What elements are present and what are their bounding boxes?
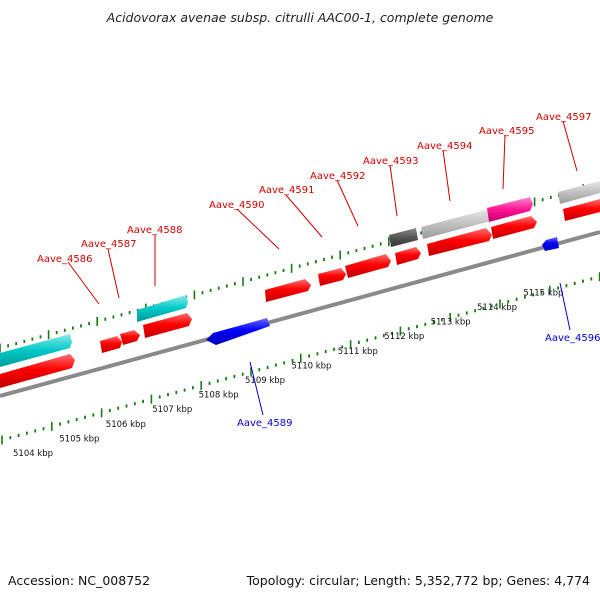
kbp-label: 5106 kbp	[106, 420, 146, 430]
kbp-label: 5109 kbp	[245, 376, 285, 386]
kbp-label: 5107 kbp	[152, 405, 192, 415]
gene-label-aave-4595[interactable]: Aave_4595	[479, 126, 535, 137]
gene-feature-4592[interactable]	[345, 254, 391, 278]
gene-label-aave-4596[interactable]: Aave_4596	[545, 333, 600, 344]
accession-text: Accession: NC_008752	[8, 573, 150, 588]
genome-backbone-line	[0, 230, 600, 398]
gene-label-leaders	[67, 120, 578, 416]
gene-label-aave-4586[interactable]: Aave_4586	[37, 254, 93, 265]
gene-label-aave-4589[interactable]: Aave_4589	[237, 418, 293, 429]
gene-feature-4595[interactable]	[491, 216, 537, 239]
feature-light-gray-4594[interactable]	[421, 209, 491, 239]
gene-feature-4587[interactable]	[120, 330, 140, 345]
gene-feature-4589[interactable]	[206, 318, 270, 345]
gene-feature-4596[interactable]	[542, 237, 559, 251]
gene-feature-4591[interactable]	[318, 268, 346, 286]
kbp-label: 5112 kbp	[384, 332, 424, 342]
feature-dark-gray-4593[interactable]	[389, 228, 418, 247]
rna-feature-cyan-left[interactable]	[0, 334, 72, 367]
gene-label-aave-4592[interactable]: Aave_4592	[310, 171, 366, 182]
kbp-label: 5104 kbp	[13, 449, 53, 459]
topology-text: Topology: circular; Length: 5,352,772 bp…	[246, 573, 590, 588]
gene-labels: Aave_4586 Aave_4587 Aave_4588 Aave_4590 …	[37, 112, 600, 429]
kbp-label: 5111 kbp	[338, 347, 378, 357]
gene-label-aave-4593[interactable]: Aave_4593	[363, 156, 419, 167]
gene-features	[0, 181, 600, 388]
gene-feature-4586[interactable]	[100, 336, 122, 353]
kbp-label: 5114 kbp	[477, 303, 517, 313]
kbp-label: 5113 kbp	[431, 318, 471, 328]
kbp-label: 5105 kbp	[59, 434, 99, 444]
gene-feature-left-red[interactable]	[0, 354, 75, 388]
rna-feature-cyan-4588[interactable]	[137, 295, 188, 322]
gene-feature-4590[interactable]	[265, 279, 311, 302]
kbp-label: 5115 kbp	[523, 288, 563, 298]
gene-label-aave-4587[interactable]: Aave_4587	[81, 239, 137, 250]
gene-feature-4597[interactable]	[563, 199, 600, 221]
gene-feature-4588[interactable]	[143, 313, 192, 338]
feature-light-gray-4597[interactable]	[558, 181, 600, 204]
gene-feature-4593[interactable]	[395, 247, 421, 265]
gene-label-aave-4590[interactable]: Aave_4590	[209, 200, 265, 211]
kbp-label: 5110 kbp	[291, 361, 331, 371]
gene-label-aave-4591[interactable]: Aave_4591	[259, 185, 315, 196]
feature-magenta-4595[interactable]	[487, 197, 533, 222]
gene-label-aave-4588[interactable]: Aave_4588	[127, 225, 183, 236]
kbp-label: 5108 kbp	[199, 391, 239, 401]
gene-label-aave-4594[interactable]: Aave_4594	[417, 141, 473, 152]
gene-label-aave-4597[interactable]: Aave_4597	[536, 112, 592, 123]
map-title: Acidovorax avenae subsp. citrulli AAC00-…	[106, 10, 494, 25]
reverse-scale-ticks	[1, 272, 600, 445]
kbp-scale-labels: 5104 kbp 5105 kbp 5106 kbp 5107 kbp 5108 kbp…	[13, 288, 563, 459]
gene-feature-4594[interactable]	[427, 228, 492, 256]
